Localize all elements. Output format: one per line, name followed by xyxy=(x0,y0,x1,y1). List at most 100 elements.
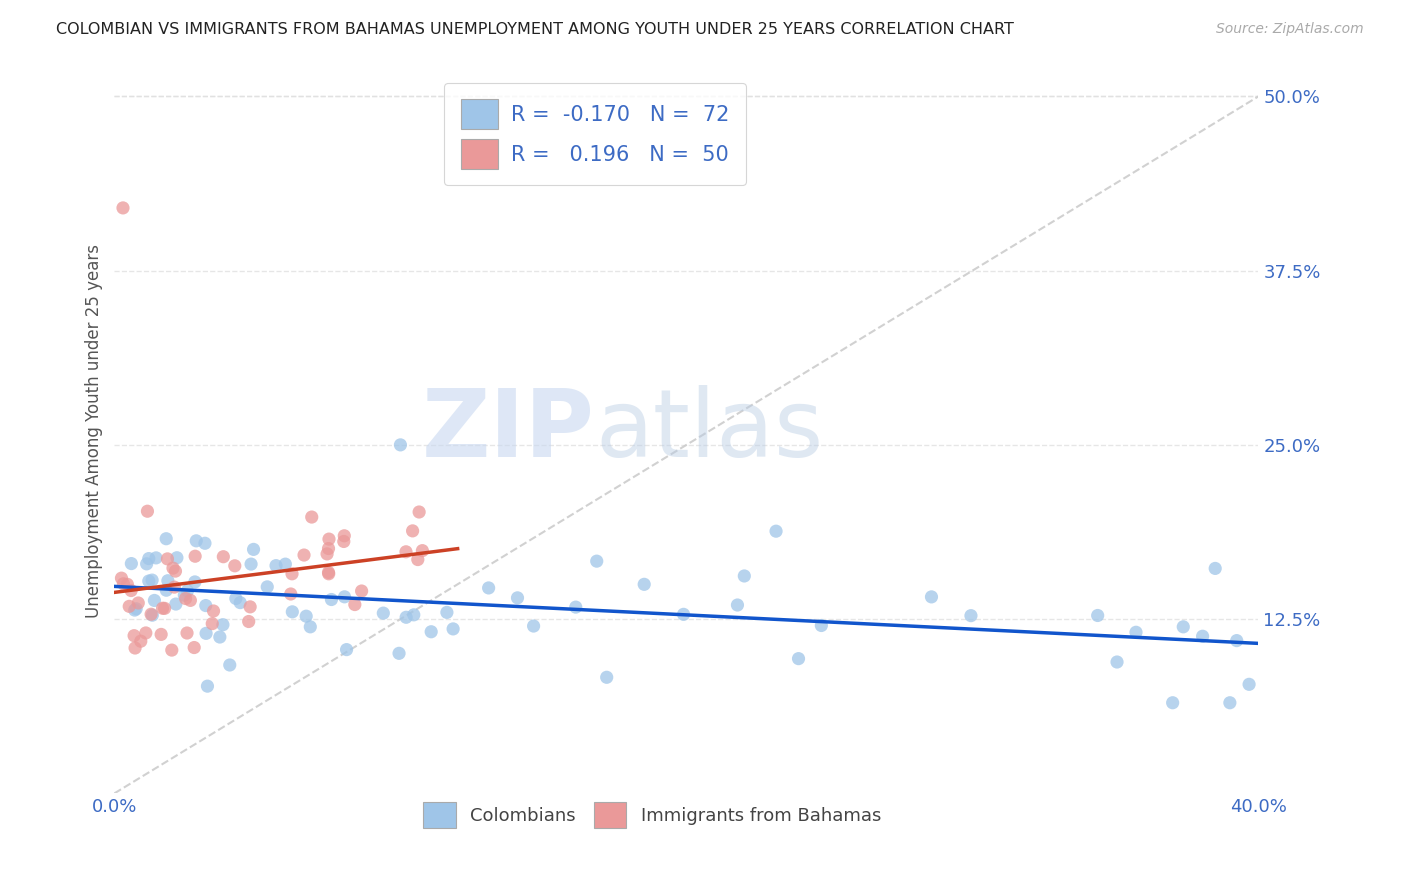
Point xyxy=(295,609,318,624)
Point xyxy=(138,574,160,588)
Point xyxy=(184,574,207,589)
Point xyxy=(135,557,157,571)
Point xyxy=(585,554,607,568)
Point xyxy=(274,557,297,571)
Point xyxy=(163,580,186,594)
Point xyxy=(596,670,619,684)
Point xyxy=(153,601,176,615)
Point xyxy=(395,545,418,559)
Point xyxy=(318,541,340,556)
Point xyxy=(174,591,197,606)
Point xyxy=(173,588,195,602)
Point xyxy=(212,549,235,564)
Point xyxy=(184,549,207,564)
Text: Source: ZipAtlas.com: Source: ZipAtlas.com xyxy=(1216,22,1364,37)
Point xyxy=(960,608,983,623)
Point xyxy=(436,606,458,620)
Point xyxy=(117,577,139,591)
Point xyxy=(156,552,179,566)
Point xyxy=(195,626,218,640)
Point xyxy=(143,593,166,607)
Point xyxy=(318,566,340,580)
Point xyxy=(124,640,146,655)
Point xyxy=(787,651,810,665)
Point xyxy=(1087,608,1109,623)
Point xyxy=(1237,677,1260,691)
Point xyxy=(1219,696,1241,710)
Point xyxy=(155,532,177,546)
Point xyxy=(225,591,247,606)
Point xyxy=(333,590,356,604)
Point xyxy=(1125,625,1147,640)
Point xyxy=(402,607,425,622)
Point xyxy=(406,552,429,566)
Point xyxy=(280,587,302,601)
Point xyxy=(672,607,695,622)
Point xyxy=(194,599,217,613)
Point xyxy=(179,593,201,607)
Point xyxy=(224,558,246,573)
Point xyxy=(111,201,134,215)
Point xyxy=(165,597,187,611)
Point xyxy=(176,626,198,640)
Point xyxy=(1173,620,1195,634)
Point xyxy=(408,505,430,519)
Point xyxy=(239,599,262,614)
Point xyxy=(238,615,260,629)
Point xyxy=(1105,655,1128,669)
Point xyxy=(156,574,179,588)
Point xyxy=(127,596,149,610)
Point xyxy=(136,504,159,518)
Point xyxy=(135,626,157,640)
Point xyxy=(118,599,141,614)
Point xyxy=(333,529,356,543)
Point xyxy=(240,557,263,571)
Point xyxy=(194,536,217,550)
Point xyxy=(411,543,433,558)
Point xyxy=(389,438,412,452)
Point xyxy=(166,550,188,565)
Point xyxy=(810,618,832,632)
Point xyxy=(633,577,655,591)
Point xyxy=(281,605,304,619)
Point xyxy=(727,598,749,612)
Point xyxy=(141,573,163,587)
Point xyxy=(138,551,160,566)
Point xyxy=(921,590,943,604)
Point xyxy=(292,548,315,562)
Point xyxy=(152,601,174,615)
Point xyxy=(420,624,443,639)
Point xyxy=(343,598,366,612)
Point xyxy=(1191,629,1213,643)
Point xyxy=(321,592,343,607)
Point xyxy=(212,617,235,632)
Point xyxy=(139,607,162,622)
Point xyxy=(129,634,152,648)
Point xyxy=(350,584,373,599)
Point xyxy=(150,627,173,641)
Point xyxy=(401,524,423,538)
Point xyxy=(229,596,252,610)
Point xyxy=(218,658,240,673)
Point xyxy=(1226,633,1249,648)
Point xyxy=(110,571,132,585)
Point xyxy=(1204,561,1226,575)
Point xyxy=(201,616,224,631)
Point xyxy=(124,603,146,617)
Point xyxy=(162,561,184,575)
Point xyxy=(565,600,588,615)
Point xyxy=(112,576,135,591)
Point xyxy=(125,601,148,615)
Point xyxy=(333,534,356,549)
Point xyxy=(197,679,219,693)
Point xyxy=(120,583,142,598)
Point xyxy=(733,569,755,583)
Point xyxy=(256,580,278,594)
Text: COLOMBIAN VS IMMIGRANTS FROM BAHAMAS UNEMPLOYMENT AMONG YOUTH UNDER 25 YEARS COR: COLOMBIAN VS IMMIGRANTS FROM BAHAMAS UNE… xyxy=(56,22,1014,37)
Point xyxy=(388,646,411,660)
Point xyxy=(299,620,322,634)
Y-axis label: Unemployment Among Youth under 25 years: Unemployment Among Youth under 25 years xyxy=(86,244,103,618)
Point xyxy=(242,542,264,557)
Text: ZIP: ZIP xyxy=(422,385,595,477)
Point xyxy=(141,608,163,623)
